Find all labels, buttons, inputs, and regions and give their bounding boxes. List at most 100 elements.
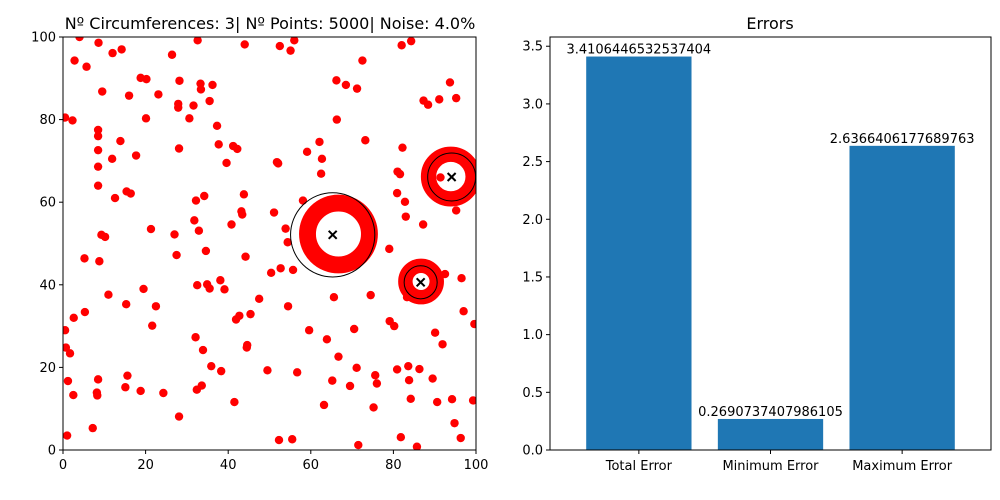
noise-point (93, 375, 103, 384)
fitted-center-marker (446, 172, 457, 182)
scatter-y-axis: 0 20 40 60 80 100 (31, 31, 56, 459)
category-label: Maximum Error (852, 459, 953, 474)
error-bar (849, 145, 955, 450)
y-tick-label: 2.0 (522, 213, 543, 228)
noise-point (174, 412, 184, 421)
noise-point (227, 220, 236, 229)
noise-point (174, 144, 184, 153)
noise-point (334, 352, 343, 361)
noise-point (93, 391, 102, 400)
noise-point (266, 268, 276, 278)
circle-points-inner-edge (409, 269, 433, 294)
noise-point (246, 309, 255, 319)
noise-point (216, 366, 226, 376)
noise-point (95, 257, 104, 266)
noise-point (447, 395, 457, 404)
noise-point (126, 189, 135, 198)
noise-point (315, 137, 324, 147)
noise-point (390, 321, 399, 331)
noise-point (93, 125, 103, 135)
noise-point (80, 254, 89, 263)
noise-point (107, 154, 117, 164)
noise-point (438, 340, 447, 349)
noise-point (189, 101, 198, 110)
noise-point (80, 307, 90, 317)
noise-point (70, 56, 79, 65)
noise-point (341, 80, 351, 90)
noise-point (241, 252, 250, 261)
noise-point (235, 311, 244, 320)
noise-point (281, 224, 290, 233)
noise-point (117, 45, 126, 54)
noise-point (283, 238, 292, 247)
noise-point (451, 93, 461, 103)
noise-point (208, 80, 217, 90)
noise-point (406, 394, 415, 403)
noise-point (304, 326, 314, 335)
noise-point (63, 431, 72, 440)
noise-point (349, 324, 359, 334)
noise-point (412, 442, 422, 450)
noise-point (93, 162, 103, 171)
noise-point (398, 143, 407, 152)
noise-point (358, 56, 367, 65)
noise-point (220, 285, 229, 294)
noise-point (94, 38, 103, 47)
bar-y-axis: 0.0 0.5 1.0 1.5 2.0 2.5 3.0 3.5 (522, 40, 543, 459)
noise-point (436, 173, 445, 182)
noise-point (345, 381, 355, 391)
noise-point (124, 91, 134, 100)
bar-value-label: 2.6366406177689763 (830, 132, 975, 147)
noise-point (366, 290, 375, 300)
noise-point (93, 131, 103, 141)
y-tick-label: 100 (31, 31, 56, 46)
y-tick-label: 20 (39, 361, 56, 376)
noise-point (418, 220, 428, 229)
noise-point (319, 400, 329, 410)
noise-point (222, 158, 231, 168)
noise-point (141, 114, 151, 123)
noise-point (230, 397, 239, 407)
noise-point (131, 151, 141, 160)
noise-point (82, 62, 91, 71)
noise-point (470, 319, 476, 329)
y-tick-label: 40 (39, 278, 56, 293)
y-tick-label: 1.5 (522, 270, 543, 285)
x-tick-label: 40 (220, 458, 237, 473)
y-tick-label: 0 (48, 444, 56, 459)
circle-points-ring (299, 194, 378, 274)
noise-point (404, 376, 414, 385)
noise-point (63, 113, 70, 122)
noise-point (435, 95, 444, 104)
fitted-center-marker (327, 230, 338, 240)
x-tick-label: 100 (464, 458, 489, 473)
noise-point (459, 307, 468, 316)
noise-point (430, 328, 440, 337)
noise-point (456, 433, 465, 443)
noise-point (207, 361, 216, 371)
noise-point (68, 116, 77, 125)
noise-point (88, 423, 97, 433)
noise-point (63, 326, 70, 335)
scatter-marks (63, 37, 476, 450)
y-tick-label: 2.5 (522, 155, 543, 170)
noise-point (75, 37, 84, 42)
noise-point (292, 368, 302, 377)
noise-point (457, 273, 466, 283)
noise-point (288, 265, 298, 275)
noise-point (205, 96, 214, 106)
noise-point (450, 418, 459, 428)
noise-point (201, 246, 211, 256)
noise-point (423, 100, 433, 109)
scatter-overlay (59, 36, 477, 454)
circle-points-inner-edge (312, 208, 365, 260)
noise-point (451, 206, 461, 215)
noise-point (242, 340, 252, 350)
noise-point (121, 300, 131, 309)
noise-point (93, 181, 103, 190)
noise-point (172, 250, 181, 260)
noise-point (396, 432, 406, 442)
noise-point (240, 40, 249, 49)
noise-point (191, 196, 201, 205)
